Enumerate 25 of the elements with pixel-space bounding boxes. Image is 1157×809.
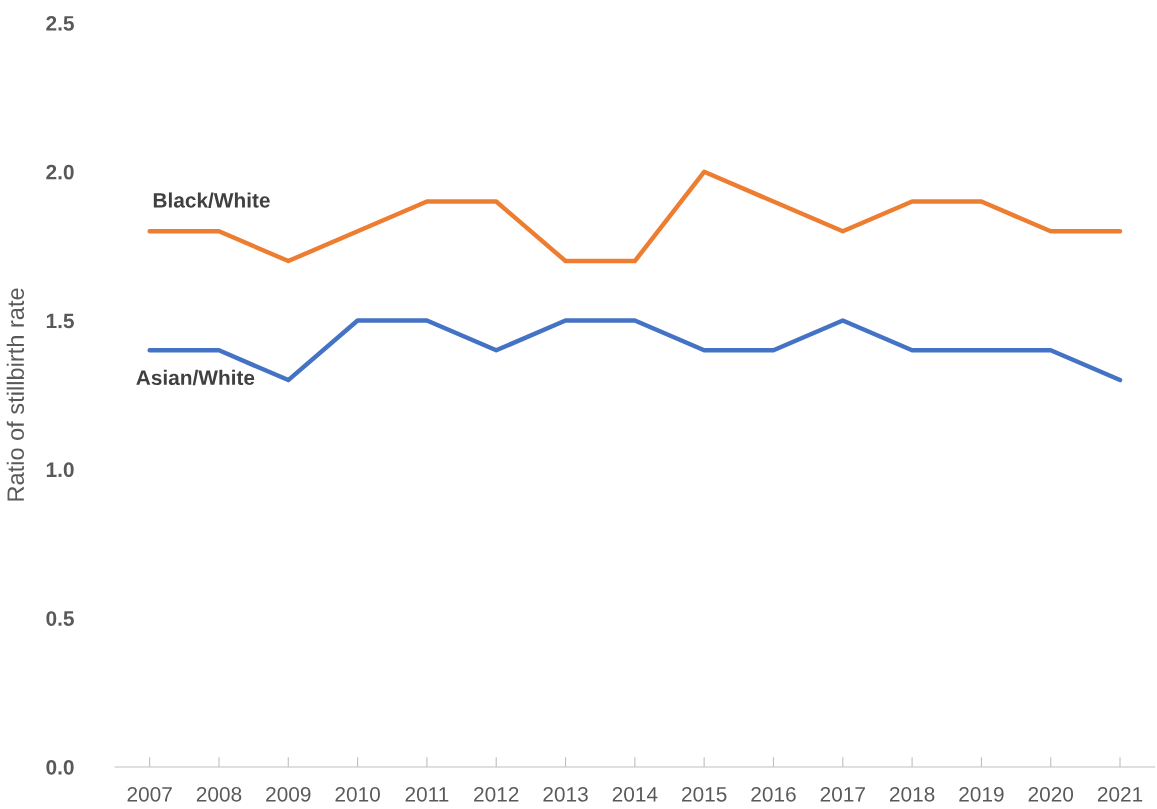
line-series [147,169,1123,264]
x-tick-label: 2021 [1097,786,1143,802]
series-label: Asian/White [136,369,255,386]
x-tick-label: 2015 [682,786,727,802]
y-tick-label: 0.0 [46,759,74,775]
x-tick-label: 2008 [196,786,242,802]
x-tick-label: 2010 [335,786,380,802]
x-tick-label: 2019 [959,786,1004,802]
y-tick-label: 2.0 [46,164,74,180]
x-tick-label: 2009 [266,786,311,802]
x-tick-label: 2017 [820,786,865,802]
x-tick-label: 2011 [405,786,449,802]
y-tick-label: 2.5 [46,15,74,31]
x-tick-label: 2013 [543,786,588,802]
y-tick-label: 1.5 [46,313,74,329]
series-label: Black/White [153,192,270,208]
y-axis-title: Ratio of stillbirth rate [6,288,25,501]
y-tick-label: 1.0 [46,462,74,478]
x-tick-label: 2012 [474,786,519,802]
x-tick-label: 2016 [751,786,796,802]
x-tick-label: 2018 [889,786,935,802]
x-tick-label: 2020 [1028,786,1074,802]
y-tick-label: 0.5 [46,611,74,626]
x-tick-label: 2007 [127,786,172,802]
x-tick-label: 2014 [612,786,658,802]
